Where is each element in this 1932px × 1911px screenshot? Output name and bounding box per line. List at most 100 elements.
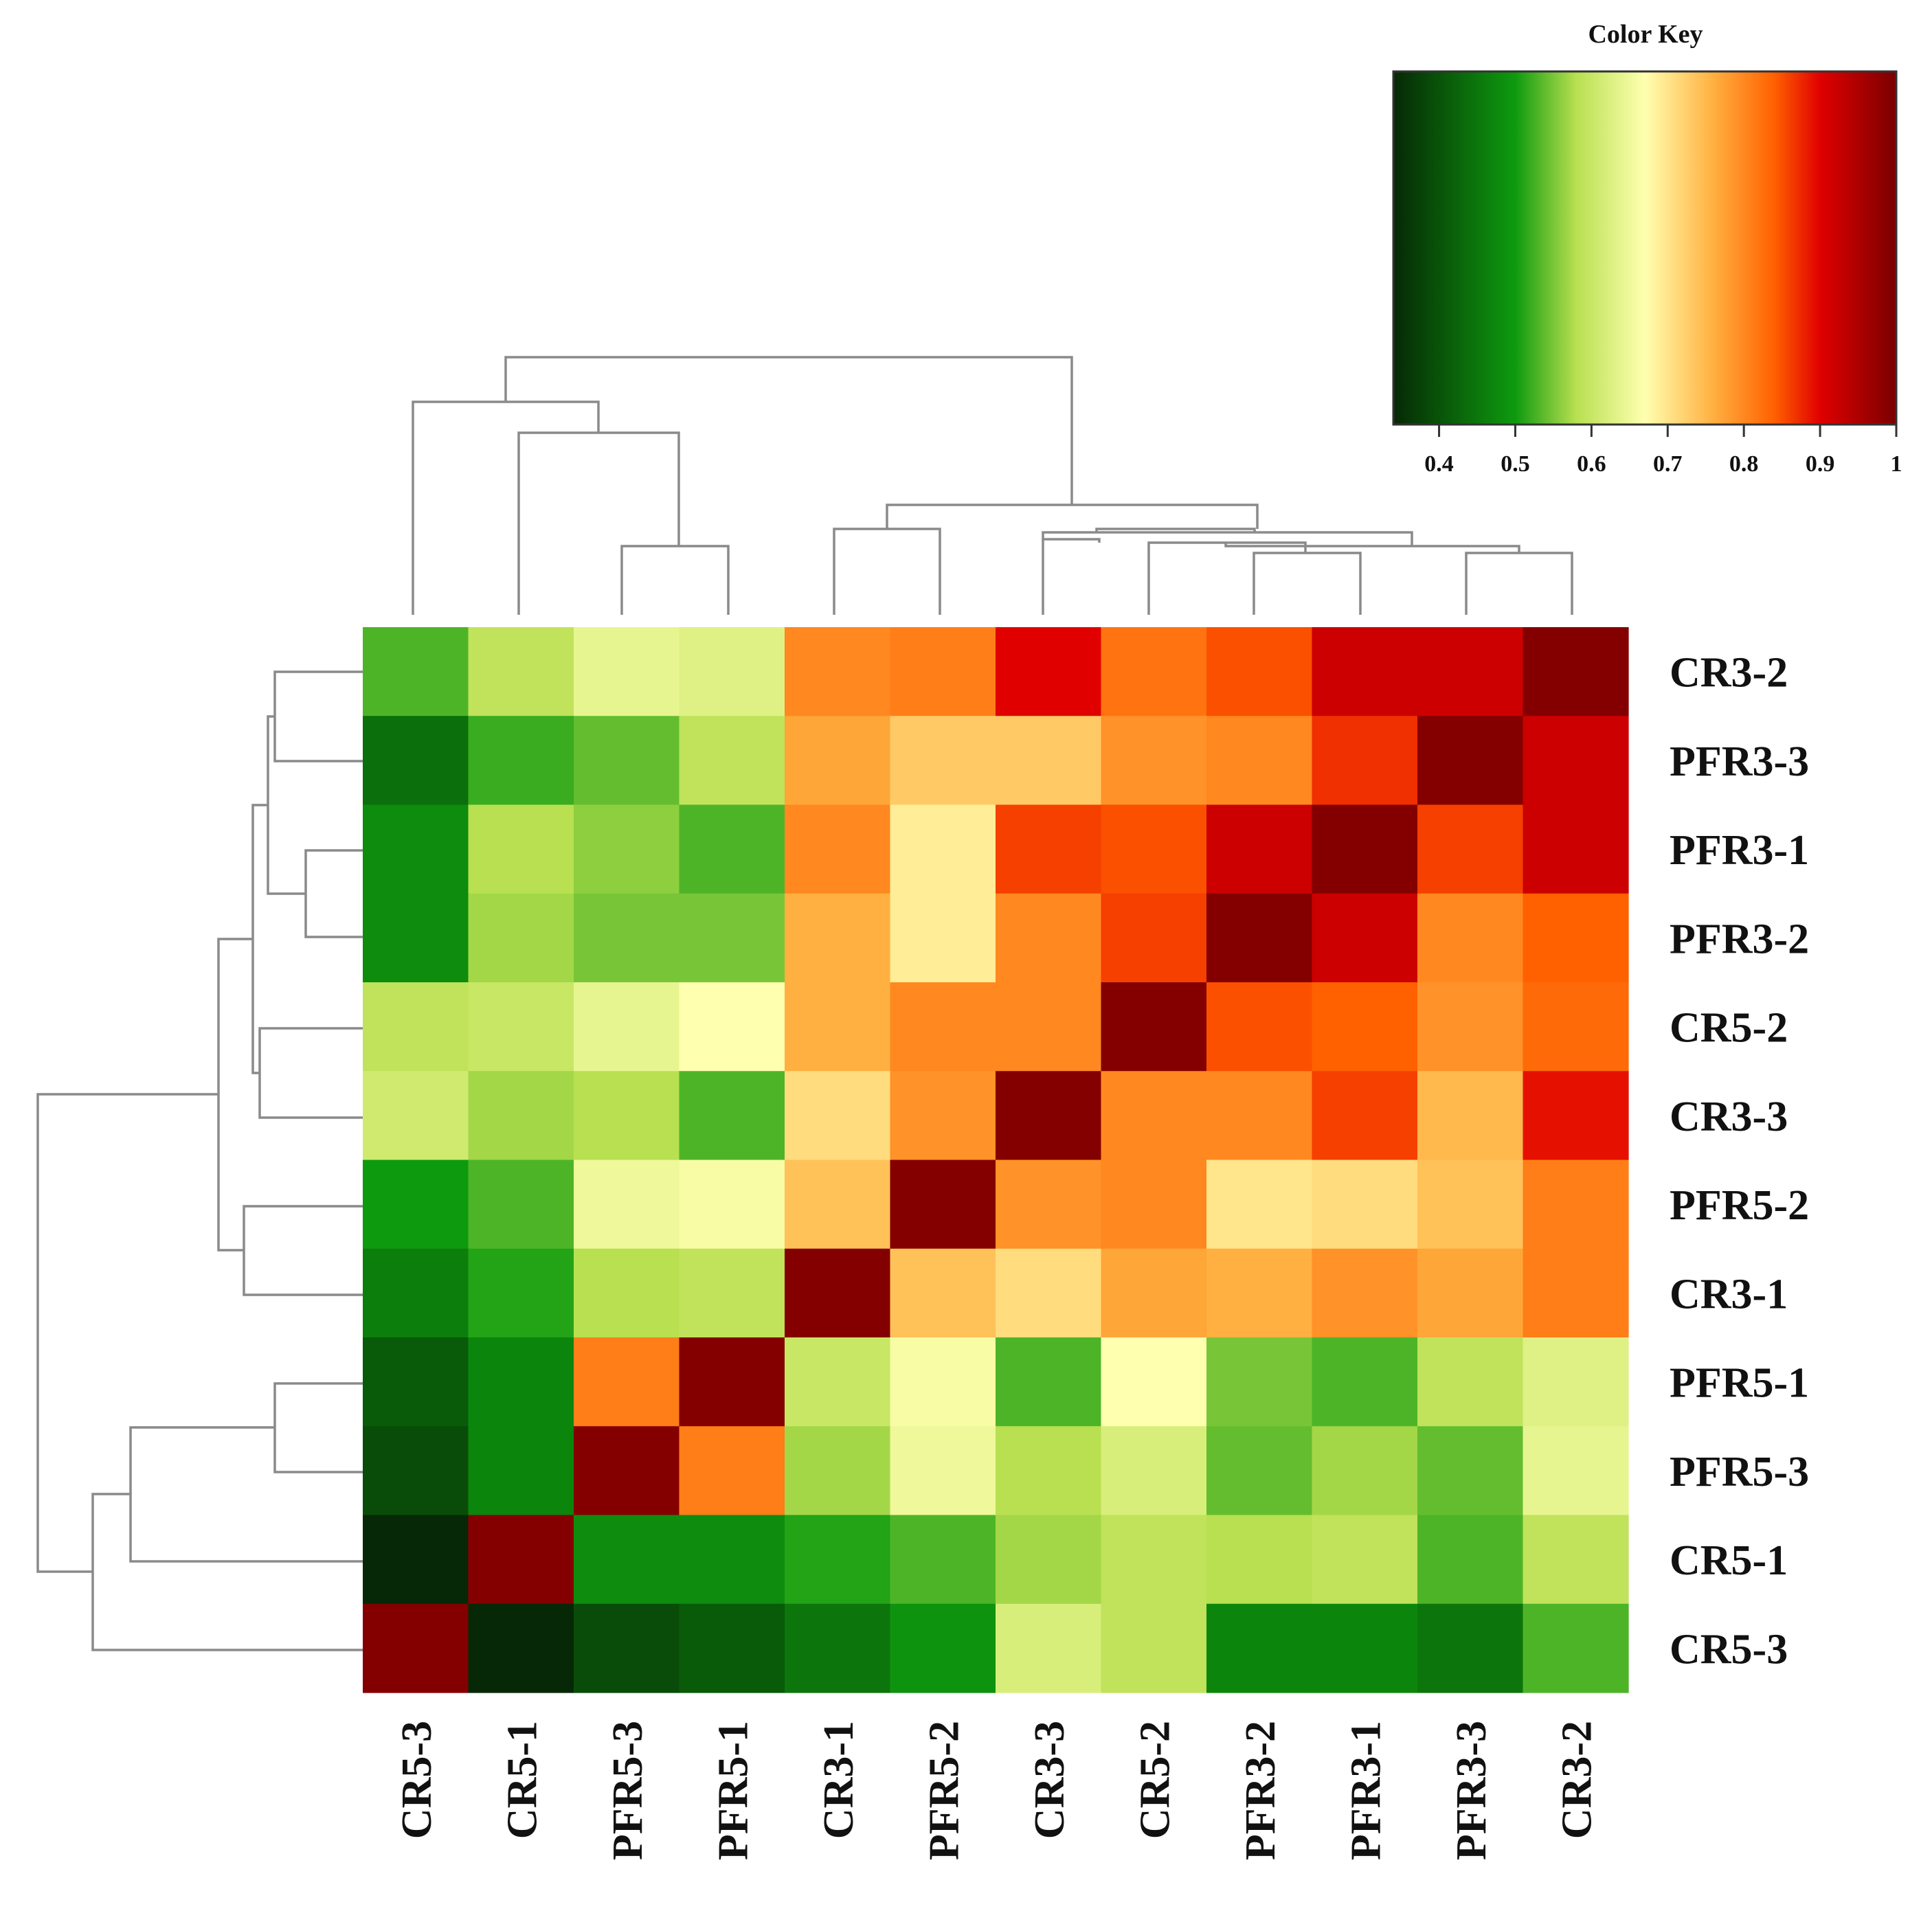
row-label: PFR5-2 <box>1670 1182 1809 1229</box>
heatmap-cell <box>363 1603 469 1693</box>
heatmap-cell <box>996 1248 1102 1338</box>
column-dendrogram-branch <box>1253 552 1362 615</box>
row-dendrogram-branch <box>217 938 253 1252</box>
heatmap-cell <box>574 1248 680 1338</box>
heatmap-cell <box>574 1426 680 1516</box>
heatmap-cell <box>1206 1160 1313 1250</box>
heatmap-cell <box>1312 1603 1418 1693</box>
heatmap-cell <box>1417 1337 1524 1427</box>
heatmap-cell <box>890 1248 996 1338</box>
column-label: CR5-1 <box>499 1721 546 1839</box>
heatmap-cell <box>996 982 1102 1072</box>
heatmap-cell <box>1417 1515 1524 1605</box>
heatmap-cell <box>1206 1337 1313 1427</box>
heatmap-cell <box>785 1426 891 1516</box>
color-key-tick-label: 0.9 <box>1806 451 1835 477</box>
color-key-tick-label: 0.4 <box>1424 451 1454 477</box>
heatmap-cell <box>996 893 1102 983</box>
row-dendrogram-branch <box>129 1426 363 1563</box>
heatmap-cell <box>1417 893 1524 983</box>
column-dendrogram-branch <box>1095 528 1256 532</box>
row-label: CR5-1 <box>1670 1537 1788 1584</box>
heatmap-cell <box>1101 893 1207 983</box>
heatmap-cell <box>785 716 891 806</box>
heatmap-cell <box>1417 627 1524 716</box>
heatmap-cell <box>1523 1160 1629 1250</box>
heatmap-cell <box>679 982 785 1072</box>
row-dendrogram-branch <box>258 1027 363 1119</box>
heatmap-cell <box>996 1160 1102 1250</box>
heatmap-cell <box>1523 1337 1629 1427</box>
heatmap-cell <box>1523 893 1629 983</box>
heatmap-cell <box>468 1515 574 1605</box>
heatmap-cell <box>679 1515 785 1605</box>
row-label: PFR3-3 <box>1670 738 1809 785</box>
heatmap-cell <box>1101 804 1207 894</box>
heatmap-cell <box>996 1337 1102 1427</box>
heatmap-cell <box>679 716 785 806</box>
heatmap-cell <box>1206 716 1313 806</box>
heatmap-cell <box>1523 627 1629 716</box>
heatmap-cell <box>785 1337 891 1427</box>
heatmap-cell <box>679 1426 785 1516</box>
heatmap-cell <box>363 1160 469 1250</box>
heatmap-cell <box>468 804 574 894</box>
heatmap-cell <box>1312 1248 1418 1338</box>
column-dendrogram-branch <box>1042 538 1101 615</box>
heatmap-cell <box>890 982 996 1072</box>
row-dendrogram <box>36 670 363 1651</box>
heatmap-cell <box>363 982 469 1072</box>
heatmap-cell <box>1101 1071 1207 1161</box>
heatmap-cell <box>574 1603 680 1693</box>
column-label: CR3-1 <box>816 1721 862 1839</box>
column-dendrogram-branch <box>886 504 1259 529</box>
heatmap-cell <box>890 893 996 983</box>
heatmap-cell <box>574 716 680 806</box>
heatmap-cell <box>1312 1071 1418 1161</box>
column-dendrogram-branch <box>1224 543 1520 553</box>
column-label: PFR5-1 <box>710 1721 756 1860</box>
heatmap-cell <box>574 804 680 894</box>
heatmap-cell <box>1417 1426 1524 1516</box>
heatmap-cell <box>1101 1160 1207 1250</box>
color-key-tick-label: 0.6 <box>1577 451 1606 477</box>
column-label: CR3-3 <box>1026 1721 1073 1839</box>
heatmap-cell <box>1312 1515 1418 1605</box>
heatmap-cell <box>679 1160 785 1250</box>
heatmap-cell <box>1101 1515 1207 1605</box>
column-labels: CR5-3 CR5-1 PFR5-3 PFR5-1 CR3-1 PFR5-2 CR3-3 CR… <box>394 1721 1601 1860</box>
column-label: PFR3-3 <box>1448 1721 1495 1860</box>
heatmap-cell <box>363 893 469 983</box>
heatmap-cell <box>890 627 996 716</box>
column-dendrogram-branch <box>504 356 1073 505</box>
heatmap-cell <box>1312 1337 1418 1427</box>
row-label: CR5-3 <box>1670 1626 1788 1673</box>
heatmap-cell <box>468 1426 574 1516</box>
heatmap-cells <box>363 627 1629 1693</box>
row-labels: CR3-2 PFR3-3 PFR3-1 PFR3-2 CR5-2 CR3-3 PFR5-2 C… <box>1670 650 1809 1673</box>
heatmap-cell <box>574 893 680 983</box>
heatmap-cell <box>1206 1071 1313 1161</box>
row-label: PFR5-3 <box>1670 1449 1809 1495</box>
row-dendrogram-branch <box>243 1205 363 1296</box>
heatmap-cell <box>574 1160 680 1250</box>
heatmap-cell <box>996 1603 1102 1693</box>
heatmap-cell <box>996 1515 1102 1605</box>
heatmap-cell <box>363 804 469 894</box>
column-label: PFR5-2 <box>921 1721 967 1860</box>
row-label: PFR5-1 <box>1670 1360 1809 1407</box>
color-key: Color Key 0.4 0.5 0.6 0.7 0.8 0.9 1 <box>1392 20 1902 477</box>
color-key-tick-label: 1 <box>1891 451 1902 477</box>
column-label: PFR3-2 <box>1237 1721 1284 1860</box>
heatmap-cell <box>1312 716 1418 806</box>
heatmap-cell <box>1417 1248 1524 1338</box>
heatmap-cell <box>1101 1603 1207 1693</box>
heatmap-cell <box>785 1071 891 1161</box>
heatmap-cell <box>1312 627 1418 716</box>
column-dendrogram-branch <box>517 431 680 615</box>
heatmap-cell <box>1206 982 1313 1072</box>
column-label: CR3-2 <box>1553 1721 1600 1839</box>
heatmap-cell <box>890 716 996 806</box>
heatmap-cell <box>1206 627 1313 716</box>
column-dendrogram-branch <box>833 528 941 615</box>
